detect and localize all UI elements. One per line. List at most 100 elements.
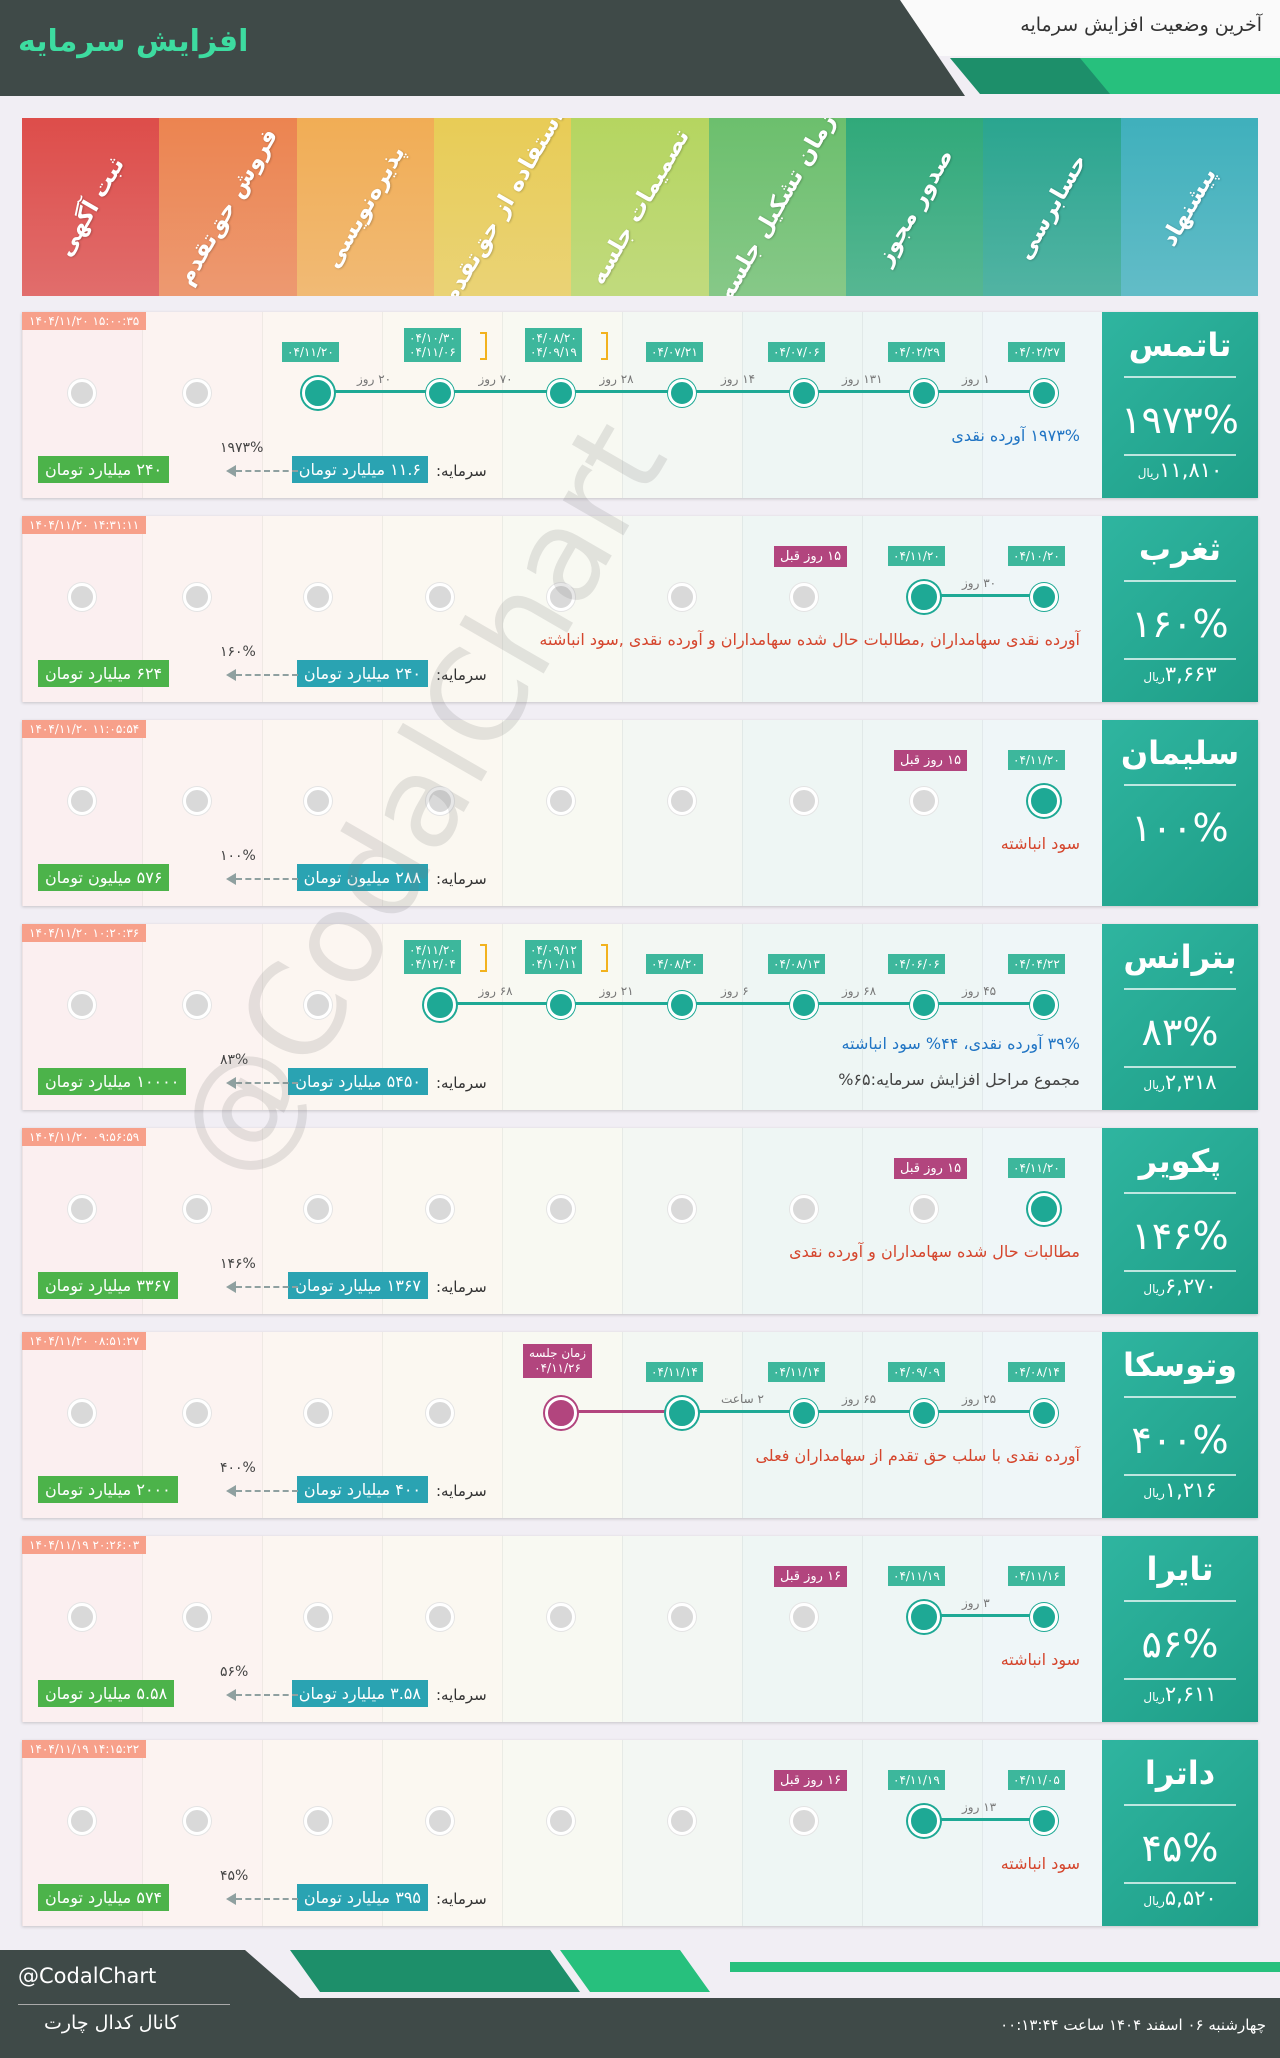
stage-duration: ۱۳ روز	[962, 1800, 997, 1814]
stage-dot-pending	[547, 1603, 575, 1631]
price-unit: ریال	[1137, 466, 1160, 480]
stage-dot-pending	[183, 787, 211, 815]
stage-dot-pending	[68, 991, 96, 1019]
arrow-head-icon	[226, 1281, 236, 1293]
date-value: ۰۴/۱۱/۰۵	[1013, 1773, 1060, 1787]
arrow-head-icon	[226, 669, 236, 681]
stock-card[interactable]: تاتمس ۱۹۷۳% ۱۱,۸۱۰ریال ۱۴۰۴/۱۱/۲۰ ۱۵:۰۰:۳۵ ۰…	[22, 312, 1258, 498]
date-value: ۰۴/۰۹/۱۲	[530, 943, 577, 957]
divider	[1124, 454, 1236, 456]
stage-duration: ۲ ساعت	[721, 1392, 764, 1406]
capital-label: سرمایه:	[436, 1686, 487, 1704]
stage-dot-pending	[304, 1399, 332, 1427]
divider	[1124, 1804, 1236, 1806]
date-value: ۰۴/۱۱/۲۰	[287, 345, 334, 359]
stage-date: ۰۴/۰۸/۲۰	[646, 954, 703, 974]
stage-dot-pending	[68, 787, 96, 815]
date-value: ۰۴/۰۹/۰۹	[893, 1365, 940, 1379]
capital-arrow	[236, 470, 298, 474]
stage-date: ۰۴/۱۱/۱۹	[888, 1566, 945, 1586]
stock-card[interactable]: وتوسکا ۴۰۰% ۱,۲۱۶ریال ۱۴۰۴/۱۱/۲۰ ۰۸:۵۱:۲۷ ۰۴…	[22, 1332, 1258, 1518]
stage-dot-current	[908, 1601, 940, 1633]
stage-duration: ۲۸ روز	[599, 372, 634, 386]
arrow-head-icon	[226, 1893, 236, 1905]
capital-label: سرمایه:	[436, 1482, 487, 1500]
timeline-line-pending	[561, 1410, 682, 1413]
capital-label: سرمایه:	[436, 1890, 487, 1908]
stage-dot-pending	[304, 1603, 332, 1631]
stage-dot-pending	[790, 1807, 818, 1835]
stage-dot-done	[426, 379, 454, 407]
date-bracket	[480, 944, 487, 972]
stock-percent: ۱۶۰%	[1131, 602, 1229, 646]
header-dark-panel	[0, 0, 965, 96]
capital-arrow	[236, 1082, 298, 1086]
funding-description: آورده نقدی با سلب حق تقدم از سهامداران ف…	[755, 1446, 1080, 1465]
stage-date: ۰۴/۱۱/۲۰	[888, 546, 945, 566]
stage-date: ۰۴/۰۸/۱۳	[768, 954, 825, 974]
stage-label: ثبت آگهی	[51, 152, 130, 262]
timestamp: ۱۴۰۴/۱۱/۱۹ ۲۰:۲۶:۰۳	[22, 1536, 147, 1554]
date-bracket	[601, 944, 608, 972]
date-value: ۰۴/۱۱/۲۰	[1013, 753, 1060, 767]
stock-card[interactable]: سلیمان ۱۰۰% ۱۴۰۴/۱۱/۲۰ ۱۱:۰۵:۵۴ ۰۴/۱۱/۲۰ ۱۵ …	[22, 720, 1258, 906]
stage-dot-done	[547, 379, 575, 407]
divider	[1124, 1270, 1236, 1272]
stage-segment: پذیره‌نویسی	[296, 118, 434, 296]
stock-name: ثغرب	[1138, 530, 1222, 568]
date-value: ۰۴/۱۰/۳۰	[409, 331, 456, 345]
header-stripe	[1080, 58, 1280, 94]
stage-label: زمان تشکیل جلسه	[713, 118, 842, 296]
meeting-badge: زمان جلسه ۰۴/۱۱/۲۶	[523, 1344, 593, 1378]
timeline-line	[440, 1002, 1044, 1005]
capital-arrow	[236, 674, 298, 678]
stage-segment: صدور مجوز	[845, 118, 984, 296]
current-capital: ۳۹۵ میلیارد تومان	[296, 1884, 428, 1911]
stage-label: صدور مجوز	[870, 144, 959, 270]
stock-percent: ۵۶%	[1141, 1622, 1219, 1666]
stage-dot-pending	[183, 1399, 211, 1427]
timestamp: ۱۴۰۴/۱۱/۲۰ ۱۱:۰۵:۵۴	[22, 720, 147, 738]
price-value: ۱,۲۱۶	[1164, 1478, 1217, 1502]
meeting-label: زمان جلسه	[529, 1346, 587, 1360]
date-bracket	[480, 332, 487, 360]
stage-dot-pending	[910, 787, 938, 815]
date-value: ۰۴/۰۲/۲۹	[893, 345, 940, 359]
stage-dot-pending	[304, 1195, 332, 1223]
stage-label: پذیره‌نویسی	[319, 141, 411, 273]
stage-dot-current	[1028, 1193, 1060, 1225]
capital-arrow	[236, 1490, 298, 1494]
date-value: ۰۴/۰۸/۱۴	[1013, 1365, 1060, 1379]
price-value: ۱۱,۸۱۰	[1159, 458, 1223, 482]
stock-card[interactable]: داترا ۴۵% ۵,۵۲۰ریال ۱۴۰۴/۱۱/۱۹ ۱۴:۱۵:۲۲ ۰۴/۱…	[22, 1740, 1258, 1926]
stage-dot-pending	[668, 1603, 696, 1631]
stock-card[interactable]: پکویر ۱۴۶% ۶,۲۷۰ریال ۱۴۰۴/۱۱/۲۰ ۰۹:۵۶:۵۹ ۰۴/…	[22, 1128, 1258, 1314]
divider	[1124, 988, 1236, 990]
stage-dot-pending	[183, 1195, 211, 1223]
stage-dot-pending	[790, 787, 818, 815]
arrow-head-icon	[226, 1485, 236, 1497]
stage-dot-current	[424, 989, 456, 1021]
stage-dot-current	[908, 1805, 940, 1837]
stock-card[interactable]: ثغرب ۱۶۰% ۳,۶۶۳ریال ۱۴۰۴/۱۱/۲۰ ۱۴:۳۱:۱۱ ۰۴/۱…	[22, 516, 1258, 702]
stage-dot-done	[1030, 379, 1058, 407]
stage-segment: ثبت آگهی	[22, 118, 160, 296]
date-value: ۰۴/۱۱/۱۹	[893, 1569, 940, 1583]
current-capital: ۲۴۰ میلیارد تومان	[296, 660, 428, 687]
stage-dot-pending	[68, 1399, 96, 1427]
stock-card[interactable]: تایرا ۵۶% ۲,۶۱۱ریال ۱۴۰۴/۱۱/۱۹ ۲۰:۲۶:۰۳ ۰۴/۱…	[22, 1536, 1258, 1722]
stage-duration: ۶۸ روز	[478, 984, 513, 998]
stock-card[interactable]: بترانس ۸۳% ۲,۳۱۸ریال ۱۴۰۴/۱۱/۲۰ ۱۰:۲۰:۳۶ ۰۴/…	[22, 924, 1258, 1110]
stage-dot-pending	[547, 1807, 575, 1835]
stage-duration: ۳۰ روز	[962, 576, 997, 590]
date-value: ۰۴/۱۱/۱۶	[1013, 1569, 1060, 1583]
stage-duration: ۲۰ روز	[357, 372, 392, 386]
date-value: ۰۴/۱۱/۲۰	[409, 943, 456, 957]
stage-dot-done	[790, 991, 818, 1019]
price-unit: ریال	[1143, 1486, 1165, 1500]
days-ago-badge: ۱۵ روز قبل	[774, 546, 848, 567]
increase-percent: ۴۵%	[220, 1868, 249, 1884]
increase-percent: ۱۶۰%	[220, 644, 256, 660]
stock-percent: ۴۰۰%	[1131, 1418, 1229, 1462]
price-unit: ریال	[1143, 1894, 1165, 1908]
